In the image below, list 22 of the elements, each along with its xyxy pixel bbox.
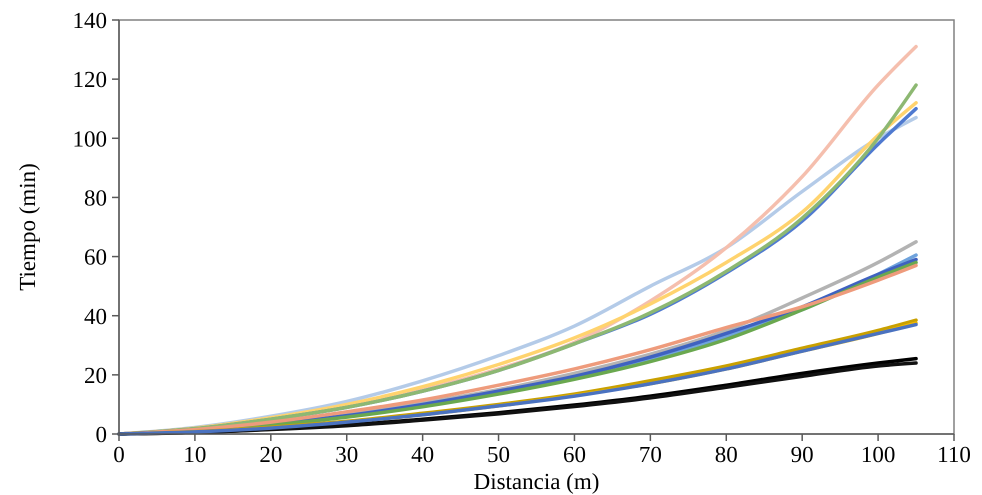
y-tick-label: 40 xyxy=(84,304,107,329)
x-tick-label: 50 xyxy=(487,442,510,467)
x-tick-label: 70 xyxy=(638,442,662,467)
y-tick-label: 120 xyxy=(72,67,107,92)
y-tick-label: 60 xyxy=(84,244,107,270)
y-tick-label: 140 xyxy=(72,8,107,34)
x-tick-label: 90 xyxy=(790,442,814,467)
y-tick-label: 0 xyxy=(96,422,107,448)
y-axis-title: Tiempo (min) xyxy=(15,163,40,291)
x-tick-label: 20 xyxy=(259,442,282,467)
x-tick-label: 10 xyxy=(183,442,206,467)
x-tick-label: 110 xyxy=(937,442,971,467)
x-tick-label: 100 xyxy=(860,442,896,467)
x-tick-label: 30 xyxy=(335,442,358,467)
x-tick-label: 60 xyxy=(562,442,586,467)
x-tick-label: 0 xyxy=(113,442,125,467)
y-tick-label: 80 xyxy=(84,185,107,210)
y-tick-label: 100 xyxy=(72,126,107,152)
x-tick-label: 80 xyxy=(714,442,738,467)
x-axis-title: Distancia (m) xyxy=(474,469,600,494)
y-tick-label: 20 xyxy=(84,362,107,388)
x-tick-label: 40 xyxy=(411,442,434,467)
